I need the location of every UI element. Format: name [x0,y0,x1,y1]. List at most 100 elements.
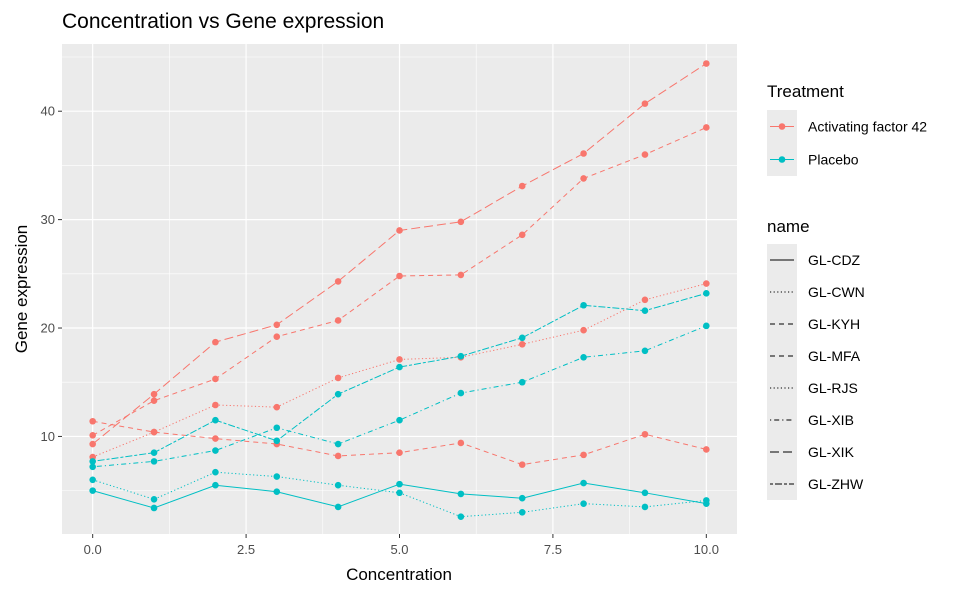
series-line-gl-rjs [92,471,707,518]
data-point-gl-xik [518,182,526,190]
data-point-gl-zhw [150,449,158,456]
series-line-gl-cwn [92,283,707,458]
data-point-gl-rjs [580,500,587,507]
legend-name-label: GL-XIB [808,412,854,428]
legend-key-point [778,156,786,163]
x-axis-title: Concentration [346,565,452,584]
data-point-gl-xib [396,416,403,424]
data-point-gl-cdz [641,489,649,497]
legend-name-label: GL-MFA [808,348,861,364]
data-point-gl-mfa [457,439,465,447]
data-point-gl-kyh [150,397,158,404]
data-point-gl-rjs [89,476,96,484]
data-point-gl-xib [273,424,281,432]
data-point-gl-cdz [396,480,403,488]
data-point-gl-mfa [518,461,526,468]
data-point-gl-cwn [212,401,219,409]
data-point-gl-cdz [457,490,465,498]
legend-name-label: GL-CWN [808,284,865,300]
data-point-gl-xik [457,218,465,226]
data-point-gl-cwn [334,374,342,382]
legend-treatment-label: Placebo [808,152,859,168]
series-points [89,60,710,520]
data-point-gl-xib [457,389,465,397]
data-point-gl-rjs [457,513,465,520]
series-line-gl-kyh [92,127,707,436]
data-point-gl-rjs [396,489,403,497]
data-point-gl-kyh [89,432,96,439]
data-point-gl-xib [641,347,649,355]
x-axis-ticks: 0.0 2.5 5.0 7.5 10.0 [84,534,719,557]
data-point-gl-rjs [273,473,281,480]
legend-name: name GL-CDZ GL-CWN GL-KYH GL-MFA GL-RJS GL-XI… [767,217,865,500]
data-point-gl-cdz [273,488,281,496]
data-point-gl-rjs [150,496,158,503]
data-point-gl-xik [396,227,403,234]
data-point-gl-cdz [703,500,710,507]
series-line-gl-xib [92,325,707,468]
legend-name-label: GL-ZHW [808,476,864,492]
data-point-gl-cwn [518,340,526,348]
legend-name-keys-bg [767,244,797,500]
data-point-gl-zhw [334,390,342,398]
y-axis-ticks: 10 20 30 40 [41,104,62,444]
legend-name-title: name [767,217,810,236]
data-point-gl-xib [212,447,219,454]
data-point-gl-cwn [396,356,403,363]
legend-treatment-keys-bg [767,110,797,176]
data-point-gl-rjs [641,503,649,511]
data-point-gl-xik [641,100,649,107]
x-tick-label: 2.5 [237,542,255,557]
data-point-gl-kyh [457,271,465,279]
data-point-gl-xib [518,378,526,386]
y-tick-label: 30 [41,212,55,227]
data-point-gl-zhw [273,437,281,445]
data-point-gl-kyh [703,124,710,131]
x-tick-label: 5.0 [390,542,408,557]
data-point-gl-mfa [212,435,219,442]
data-point-gl-cwn [641,296,649,304]
data-point-gl-xib [334,440,342,448]
legend-name-label: GL-KYH [808,316,860,332]
data-point-gl-xik [580,150,587,157]
data-point-gl-xik [703,60,710,67]
data-point-gl-kyh [334,317,342,324]
y-tick-label: 10 [41,429,55,444]
data-point-gl-cwn [580,326,587,334]
data-point-gl-zhw [580,301,587,309]
data-point-gl-cdz [212,481,219,489]
data-point-gl-xik [150,390,158,398]
data-point-gl-zhw [457,352,465,360]
data-point-gl-xib [580,353,587,361]
chart-title: Concentration vs Gene expression [62,10,384,33]
y-axis-title: Gene expression [12,225,31,354]
data-point-gl-kyh [212,375,219,383]
data-point-gl-xik [334,278,342,285]
data-point-gl-xik [89,440,96,448]
data-point-gl-mfa [703,446,710,453]
data-point-gl-kyh [580,175,587,182]
data-point-gl-cdz [518,494,526,502]
data-point-gl-zhw [518,334,526,342]
data-point-gl-cdz [334,503,342,511]
y-tick-label: 40 [41,104,55,119]
legend-treatment-label: Activating factor 42 [808,119,927,135]
data-point-gl-xik [212,338,219,346]
data-point-gl-kyh [518,231,526,239]
data-point-gl-cwn [703,280,710,287]
y-tick-label: 20 [41,321,55,336]
data-point-gl-zhw [396,363,403,371]
data-point-gl-zhw [641,307,649,314]
data-point-gl-rjs [334,481,342,489]
data-point-gl-cdz [580,479,587,487]
legend-treatment-title: Treatment [767,82,844,101]
x-tick-label: 0.0 [84,542,102,557]
data-point-gl-xib [150,458,158,465]
data-point-gl-kyh [641,151,649,158]
data-point-gl-rjs [518,509,526,516]
data-point-gl-cdz [89,487,96,494]
data-point-gl-cdz [150,504,158,512]
data-point-gl-zhw [703,290,710,297]
data-point-gl-cwn [273,403,281,411]
